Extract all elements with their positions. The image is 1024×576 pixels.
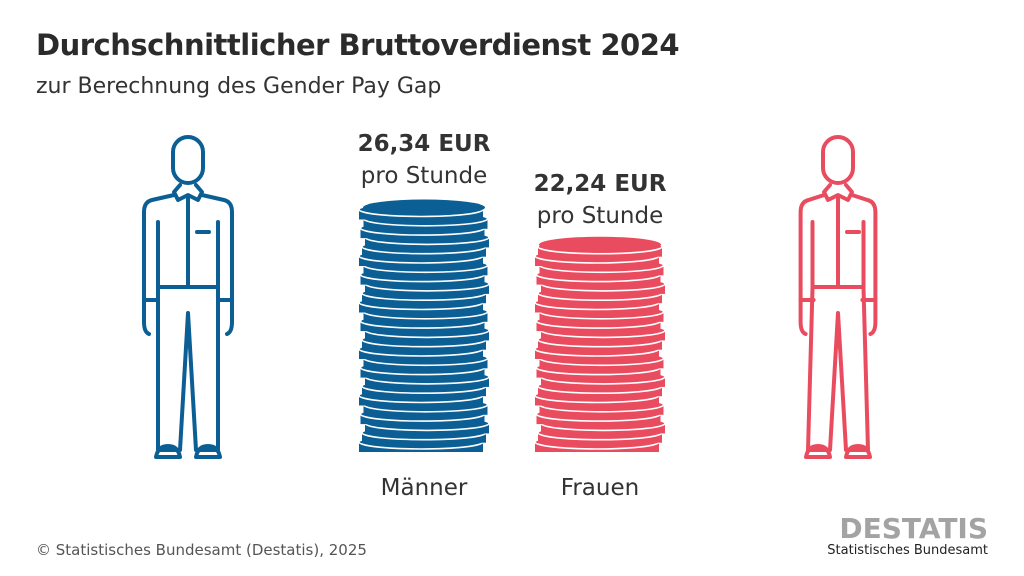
woman-pictogram (798, 135, 878, 459)
coin-top (539, 236, 661, 253)
head (171, 135, 205, 185)
trousers (156, 286, 220, 452)
unit-label-women: pro Stunde (536, 203, 664, 229)
right-arm (850, 193, 878, 336)
head (821, 135, 855, 185)
source-note: © Statistisches Bundesamt (Destatis), 20… (36, 541, 367, 559)
unit-label-men: pro Stunde (360, 163, 488, 189)
coin-stack-männer (358, 199, 490, 452)
shirt (156, 194, 220, 289)
trousers (806, 286, 870, 452)
chart-title: Durchschnittlicher Bruttoverdienst 2024 (36, 28, 680, 62)
destatis-logo: DESTATIS Statistisches Bundesamt (818, 512, 988, 558)
logo-subtitle: Statistisches Bundesamt (827, 543, 988, 558)
right-arm (200, 193, 234, 336)
coin-stack-frauen (534, 236, 666, 452)
left-arm (142, 193, 176, 336)
man-pictogram (142, 135, 234, 459)
left-arm (798, 193, 826, 336)
value-label-men: 26,34 EUR (357, 131, 491, 157)
chart-subtitle: zur Berechnung des Gender Pay Gap (36, 74, 442, 99)
coin-top (363, 199, 485, 216)
logo-wordmark: DESTATIS (839, 512, 988, 545)
category-label-women: Frauen (560, 475, 640, 501)
category-label-men: Männer (380, 475, 468, 501)
shirt (810, 194, 866, 289)
shoes (154, 444, 222, 459)
shoes (804, 444, 872, 459)
value-label-women: 22,24 EUR (533, 171, 667, 197)
